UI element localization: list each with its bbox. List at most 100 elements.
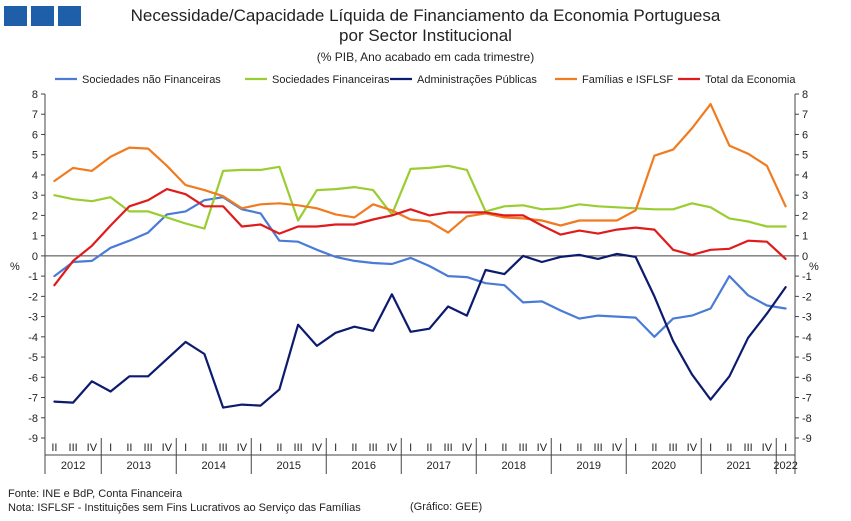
x-quarter-label: I xyxy=(784,442,787,454)
x-quarter-label: II xyxy=(726,442,732,454)
x-quarter-label: II xyxy=(201,442,207,454)
footer: Fonte: INE e BdP, Conta Financeira Nota:… xyxy=(8,487,361,515)
x-quarter-label: III xyxy=(369,442,378,454)
series-line-1 xyxy=(53,196,787,338)
series-line-4 xyxy=(53,102,787,234)
x-quarter-label: III xyxy=(594,442,603,454)
x-quarter-label: II xyxy=(276,442,282,454)
y-tick-label-left: 3 xyxy=(32,190,38,202)
x-quarter-label: I xyxy=(484,442,487,454)
y-tick-label-right: 8 xyxy=(802,89,808,101)
x-quarter-label: IV xyxy=(237,442,248,454)
x-year-label: 2015 xyxy=(277,460,301,472)
x-quarter-label: III xyxy=(219,442,228,454)
logo-square xyxy=(58,6,81,26)
y-tick-label-left: -7 xyxy=(28,393,38,405)
x-quarter-label: I xyxy=(259,442,262,454)
x-quarter-label: I xyxy=(334,442,337,454)
series-line-5 xyxy=(53,188,787,287)
y-tick-label-left: -4 xyxy=(28,332,38,344)
x-quarter-label: I xyxy=(559,442,562,454)
x-quarter-label: II xyxy=(426,442,432,454)
logo-square xyxy=(31,6,54,26)
x-quarter-label: II xyxy=(576,442,582,454)
logo-square xyxy=(4,6,27,26)
y-tick-label-left: -9 xyxy=(28,433,38,445)
x-year-label: 2012 xyxy=(61,460,85,472)
y-tick-label-right: -4 xyxy=(802,332,812,344)
y-tick-label-left: -5 xyxy=(28,352,38,364)
legend-label: Sociedades não Financeiras xyxy=(82,74,221,86)
x-quarter-label: IV xyxy=(312,442,323,454)
y-unit-label-right: % xyxy=(809,261,819,273)
y-tick-label-left: -2 xyxy=(28,291,38,303)
y-tick-label-left: 8 xyxy=(32,89,38,101)
chart-title-line1: Necessidade/Capacidade Líquida de Financ… xyxy=(130,6,721,25)
y-tick-label-left: 2 xyxy=(32,210,38,222)
chart-title-line2: por Sector Institucional xyxy=(339,26,512,45)
y-tick-label-left: 0 xyxy=(32,251,38,263)
series-line-3 xyxy=(53,252,787,409)
x-year-label: 2013 xyxy=(127,460,151,472)
y-tick-label-right: 6 xyxy=(802,129,808,141)
x-year-label: 2020 xyxy=(652,460,676,472)
legend-label: Total da Economia xyxy=(705,74,796,86)
x-year-label: 2019 xyxy=(577,460,601,472)
y-tick-label-right: 5 xyxy=(802,150,808,162)
y-tick-label-right: 3 xyxy=(802,190,808,202)
x-quarter-label: IV xyxy=(387,442,398,454)
x-quarter-label: II xyxy=(351,442,357,454)
x-year-label: 2022 xyxy=(773,460,797,472)
legend-label: Famílias e ISFLSF xyxy=(582,74,673,86)
x-quarter-label: III xyxy=(294,442,303,454)
x-quarter-label: IV xyxy=(537,442,548,454)
x-quarter-label: II xyxy=(501,442,507,454)
x-quarter-label: III xyxy=(144,442,153,454)
y-tick-label-right: -5 xyxy=(802,352,812,364)
x-quarter-label: I xyxy=(109,442,112,454)
x-quarter-label: III xyxy=(519,442,528,454)
y-tick-label-left: 1 xyxy=(32,231,38,243)
source-note: Fonte: INE e BdP, Conta Financeira xyxy=(8,488,183,500)
y-tick-label-right: -9 xyxy=(802,433,812,445)
x-quarter-label: I xyxy=(709,442,712,454)
y-tick-label-right: -2 xyxy=(802,291,812,303)
y-tick-label-right: -3 xyxy=(802,312,812,324)
x-quarter-label: III xyxy=(69,442,78,454)
x-quarter-label: II xyxy=(651,442,657,454)
y-tick-label-left: -8 xyxy=(28,413,38,425)
x-quarter-label: III xyxy=(744,442,753,454)
x-quarter-label: II xyxy=(126,442,132,454)
chart-title: Necessidade/Capacidade Líquida de Financ… xyxy=(0,6,851,46)
legend-label: Sociedades Financeiras xyxy=(272,74,390,86)
x-quarter-label: IV xyxy=(87,442,98,454)
y-tick-label-right: 7 xyxy=(802,109,808,121)
y-tick-label-left: 7 xyxy=(32,109,38,121)
x-quarter-label: I xyxy=(184,442,187,454)
x-quarter-label: IV xyxy=(612,442,623,454)
x-year-label: 2021 xyxy=(727,460,751,472)
y-tick-label-left: -1 xyxy=(28,271,38,283)
x-quarter-label: II xyxy=(51,442,57,454)
y-tick-label-left: 5 xyxy=(32,150,38,162)
x-quarter-label: III xyxy=(669,442,678,454)
y-tick-label-left: 4 xyxy=(32,170,38,182)
x-quarter-label: IV xyxy=(687,442,698,454)
chart-subtitle: (% PIB, Ano acabado em cada trimestre) xyxy=(316,50,535,64)
y-tick-label-right: 2 xyxy=(802,210,808,222)
y-tick-label-right: -1 xyxy=(802,271,812,283)
y-tick-label-right: 0 xyxy=(802,251,808,263)
x-quarter-label: III xyxy=(444,442,453,454)
y-tick-label-right: 1 xyxy=(802,231,808,243)
x-year-label: 2016 xyxy=(352,460,376,472)
y-tick-label-right: 4 xyxy=(802,170,808,182)
abbreviation-note: Nota: ISFLSF - Instituições sem Fins Luc… xyxy=(8,502,361,514)
y-tick-label-left: -3 xyxy=(28,312,38,324)
x-year-label: 2018 xyxy=(502,460,526,472)
legend-label: Administrações Públicas xyxy=(417,74,537,86)
y-tick-label-left: 6 xyxy=(32,129,38,141)
y-tick-label-right: -8 xyxy=(802,413,812,425)
gee-logo xyxy=(4,6,81,26)
x-quarter-label: IV xyxy=(162,442,173,454)
